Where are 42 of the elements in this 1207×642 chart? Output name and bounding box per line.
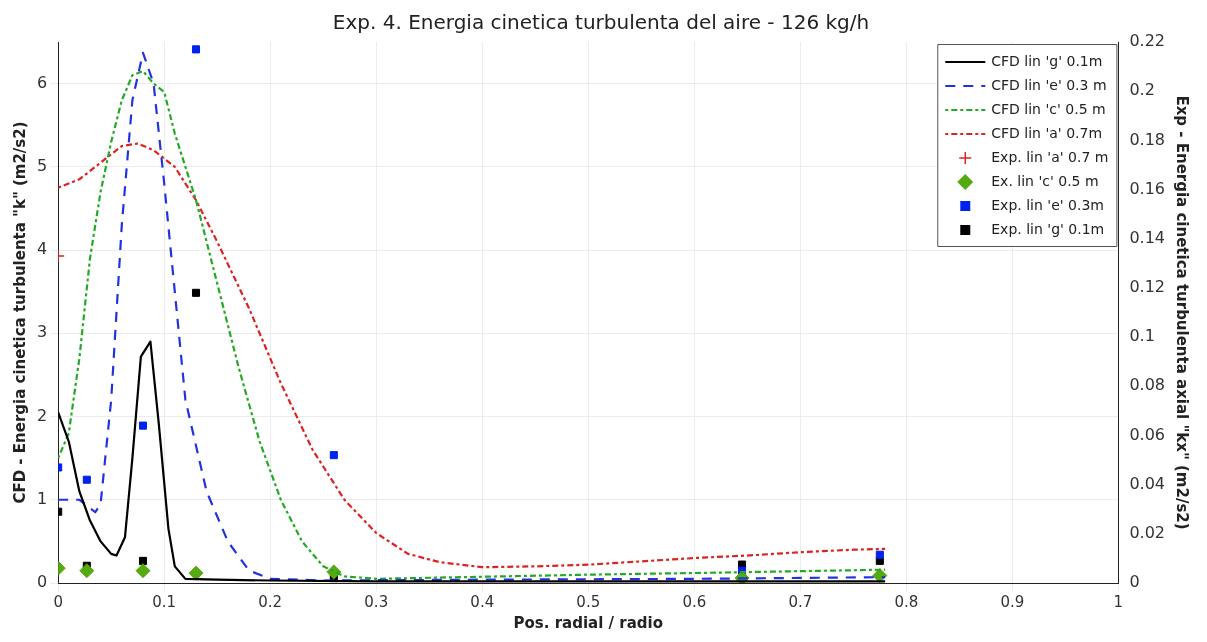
y2-tick-label: 0.08 [1129, 375, 1165, 395]
y2-tick-label: 0.04 [1129, 473, 1165, 493]
x-tick-label: 0.9 [1000, 592, 1025, 611]
legend-label: CFD lin 'a' 0.7m [991, 124, 1103, 141]
y2-tick-label: 0.2 [1129, 80, 1155, 100]
y2-tick-label: 0.16 [1129, 178, 1165, 198]
legend-label: CFD lin 'e' 0.3 m [991, 76, 1107, 93]
y-tick-label: 2 [36, 405, 48, 425]
y-axis-title: CFD - Energia cinetica turbulenta "k" (m2/s2) [10, 121, 29, 504]
x-tick-label: 0.1 [152, 592, 177, 611]
x-tick-label: 1 [1113, 592, 1124, 611]
y2-tick-label: 0.18 [1129, 129, 1165, 149]
y-tick-label: 3 [36, 322, 48, 342]
legend-label: Exp. lin 'g' 0.1m [991, 220, 1105, 237]
y2-tick-label: 0 [1129, 572, 1140, 592]
x-tick-label: 0.8 [894, 592, 919, 611]
y-tick-label: 4 [36, 239, 48, 259]
x-tick-label: 0.2 [258, 592, 283, 611]
y2-tick-label: 0.1 [1129, 326, 1155, 346]
y-tick-label: 0 [36, 572, 48, 592]
x-tick-label: 0 [53, 592, 63, 611]
x-tick-label: 0.5 [576, 592, 601, 611]
y-tick-label: 6 [36, 72, 48, 92]
y-tick-label: 5 [36, 156, 48, 175]
legend-label: CFD lin 'g' 0.1m [991, 52, 1103, 69]
y2-tick-label: 0.02 [1129, 522, 1165, 542]
x-tick-label: 0.3 [364, 592, 389, 611]
legend-label: Exp. lin 'e' 0.3m [991, 196, 1104, 213]
y2-tick-label: 0.22 [1129, 31, 1165, 51]
y2-tick-label: 0.06 [1129, 424, 1165, 444]
x-tick-label: 0.4 [470, 592, 495, 611]
legend-label: Ex. lin 'c' 0.5 m [991, 172, 1099, 189]
y2-tick-label: 0.12 [1129, 277, 1165, 297]
x-axis-title: Pos. radial / radio [513, 613, 663, 632]
x-tick-label: 0.6 [682, 592, 707, 611]
legend-label: CFD lin 'c' 0.5 m [991, 100, 1106, 117]
y2-tick-label: 0.14 [1129, 227, 1165, 247]
y-tick-label: 1 [36, 488, 48, 508]
chart-title: Exp. 4. Energia cinetica turbulenta del aire - 126 kg/h [332, 10, 870, 35]
y2-axis-title: Exp - Energia cinetica turbulenta axial "kx" (m2/s2) [1173, 95, 1192, 530]
legend-label: Exp. lin 'a' 0.7 m [991, 148, 1109, 165]
x-tick-label: 0.7 [788, 592, 813, 611]
